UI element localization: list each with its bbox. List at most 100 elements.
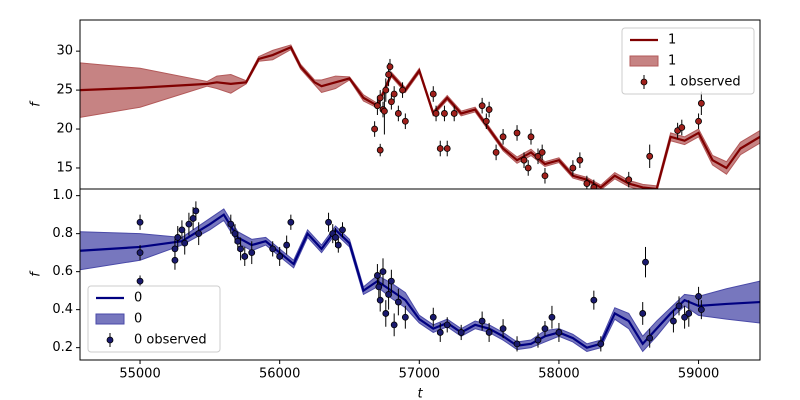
observed-point (231, 230, 239, 238)
observed-point (283, 241, 291, 249)
x-tick-label: 59000 (678, 367, 719, 382)
observed-point (555, 329, 563, 336)
observed-point (276, 253, 284, 260)
observed-point (576, 156, 584, 164)
observed-point (499, 133, 507, 141)
legend-label: 0 (134, 291, 142, 306)
observed-point (334, 241, 342, 249)
observed-point (174, 234, 182, 241)
mean-line (80, 45, 760, 189)
observed-point (670, 317, 677, 325)
observed-point (685, 310, 693, 317)
observed-point (379, 268, 387, 276)
observed-point (171, 245, 179, 253)
observed-point (590, 184, 598, 189)
observed-point (432, 110, 440, 117)
observed-point (390, 321, 398, 329)
observed-point (675, 302, 683, 310)
y-tick-label: 0.2 (52, 340, 73, 355)
observed-point (380, 107, 388, 115)
observed-point (485, 329, 493, 336)
legend-label: 0 observed (134, 333, 207, 348)
observed-point (478, 102, 486, 110)
observed-point (569, 164, 577, 172)
x-tick-label: 56000 (259, 367, 300, 382)
observed-point (399, 86, 406, 94)
observed-point (478, 317, 486, 325)
y-tick-label: 0.4 (52, 302, 73, 317)
observed-point (482, 117, 490, 125)
observed-point (325, 218, 332, 226)
y-tick-label: 30 (56, 44, 73, 59)
observed-point (248, 249, 256, 257)
y-tick-label: 0.6 (52, 264, 73, 279)
observed-point (541, 172, 549, 180)
observed-point (492, 148, 500, 156)
observed-point (429, 313, 437, 321)
legend-label: 1 observed (668, 75, 741, 90)
observed-point (457, 329, 465, 336)
observed-point (625, 176, 633, 184)
observed-point (227, 220, 235, 228)
observed-point (390, 90, 398, 98)
observed-point (339, 226, 346, 234)
observed-point (443, 321, 451, 329)
observed-point (376, 146, 384, 154)
observed-point (386, 63, 394, 71)
observed-point (513, 129, 521, 137)
legend-point (640, 78, 648, 86)
observed-point (583, 180, 591, 187)
observed-point (401, 313, 409, 321)
y-tick-label: 15 (56, 160, 73, 175)
observed-point (332, 234, 339, 241)
observed-point (695, 292, 702, 300)
observed-point (382, 310, 390, 317)
observed-point (436, 329, 444, 336)
legend-patch (629, 55, 659, 67)
observed-point (534, 336, 542, 344)
observed-point (269, 245, 277, 253)
x-tick-label: 55000 (119, 367, 160, 382)
observed-point (385, 291, 392, 298)
observed-point (524, 164, 532, 172)
observed-point (241, 253, 249, 260)
observed-point (527, 133, 535, 141)
legend-label: 1 (668, 54, 676, 69)
observed-point (401, 117, 409, 125)
observed-point (234, 237, 242, 245)
observed-point (185, 220, 193, 228)
observed-point (429, 90, 437, 98)
legend-box (87, 285, 221, 353)
legend-patch (95, 313, 125, 325)
y-tick-label: 1.0 (52, 188, 73, 203)
legend-label: 0 (134, 312, 142, 327)
observed-point (681, 313, 688, 321)
observed-point (513, 340, 521, 348)
plot-area (80, 201, 760, 353)
observed-point (499, 325, 507, 333)
observed-point (136, 249, 144, 257)
y-tick-label: 20 (56, 122, 73, 137)
legend-box (621, 27, 755, 95)
observed-point (374, 102, 381, 110)
observed-point (639, 310, 647, 317)
observed-point (181, 239, 189, 247)
observed-point (394, 110, 402, 117)
observed-point (695, 117, 702, 125)
observed-point (450, 110, 458, 117)
observed-point (136, 218, 144, 226)
observed-point (534, 152, 542, 160)
observed-point (171, 256, 179, 264)
x-tick-label: 58000 (538, 367, 579, 382)
y-tick-label: 0.8 (52, 226, 73, 241)
observed-point (195, 230, 203, 238)
legend-label: 1 (668, 33, 676, 48)
x-tick-label: 57000 (399, 367, 440, 382)
observed-point (189, 215, 197, 222)
observed-point (441, 110, 448, 117)
observed-point (371, 125, 379, 133)
observed-point (485, 106, 493, 113)
observed-point (376, 296, 384, 304)
observed-point (538, 148, 546, 156)
